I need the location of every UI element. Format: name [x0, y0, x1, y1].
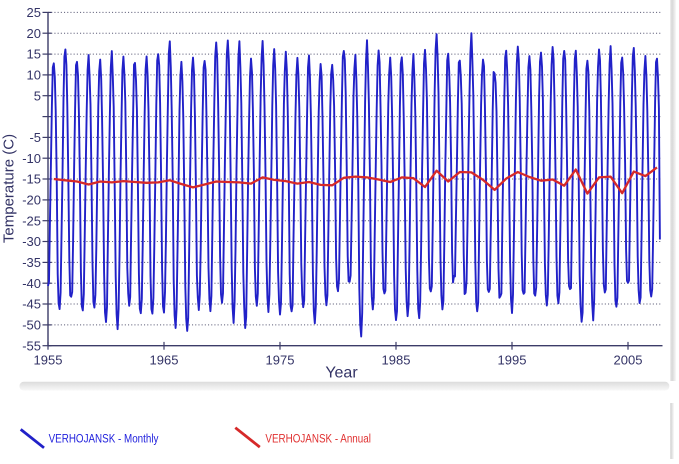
svg-text:1955: 1955	[34, 353, 63, 368]
svg-text:-50: -50	[22, 318, 41, 333]
svg-text:5: 5	[34, 88, 41, 103]
svg-text:Temperature (C): Temperature (C)	[1, 134, 18, 243]
svg-text:2005: 2005	[614, 353, 643, 368]
svg-text:1995: 1995	[498, 353, 527, 368]
svg-text:-30: -30	[22, 234, 41, 249]
svg-text:20: 20	[27, 26, 41, 41]
svg-text:25: 25	[27, 5, 41, 20]
svg-text:-35: -35	[22, 255, 41, 270]
svg-text:10: 10	[27, 68, 41, 83]
svg-text:-25: -25	[22, 213, 41, 228]
svg-text:-55: -55	[22, 338, 41, 353]
svg-text:-45: -45	[22, 297, 41, 312]
svg-text:1965: 1965	[150, 353, 179, 368]
svg-text:15: 15	[27, 47, 41, 62]
svg-text:1975: 1975	[266, 353, 295, 368]
svg-text:1985: 1985	[382, 353, 411, 368]
svg-text:VERHOJANSK - Monthly: VERHOJANSK - Monthly	[49, 433, 159, 446]
svg-text:Year: Year	[325, 365, 358, 382]
svg-text:-20: -20	[22, 193, 41, 208]
svg-text:-15: -15	[22, 172, 41, 187]
svg-text:-5: -5	[29, 130, 41, 145]
svg-text:-10: -10	[22, 151, 41, 166]
svg-text:VERHOJANSK - Annual: VERHOJANSK - Annual	[265, 433, 371, 446]
svg-text:-40: -40	[22, 276, 41, 291]
